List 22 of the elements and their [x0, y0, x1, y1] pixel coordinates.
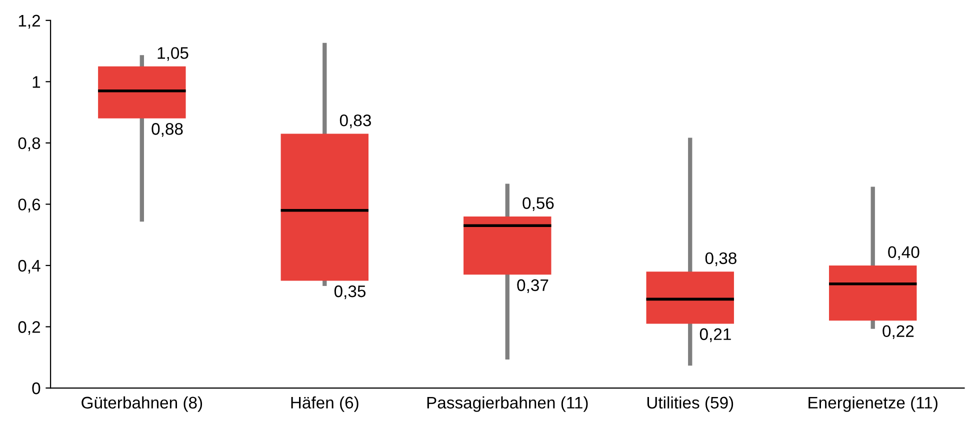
annotation: 0,56 — [522, 197, 554, 211]
x-tick-label: Passagierbahnen (11) — [427, 396, 588, 412]
y-tick-label: 0,6 — [18, 198, 40, 212]
y-tick-label: 1 — [32, 76, 40, 88]
annotation: 0,38 — [705, 252, 736, 266]
y-tick-label: 0,2 — [18, 321, 40, 335]
y-tick-label: 1,2 — [18, 14, 40, 29]
annotation: 0,22 — [882, 325, 914, 340]
x-tick-label: Häfen (6) — [291, 396, 358, 412]
annotation: 0,88 — [152, 123, 183, 137]
annotation: 0,35 — [334, 285, 366, 300]
y-tick-label: 0 — [32, 382, 40, 394]
annotation: 0,40 — [888, 246, 920, 260]
annotation: 1,05 — [158, 47, 188, 61]
x-tick-label: Energienetze (11) — [808, 396, 938, 412]
annotation: 0,37 — [517, 279, 548, 294]
x-tick-label: Utilities (59) — [647, 396, 734, 412]
x-tick-label: Güterbahnen (8) — [82, 396, 202, 412]
annotation: 0,21 — [700, 328, 731, 342]
y-tick-label: 0,4 — [18, 260, 40, 274]
y-tick-label: 0,8 — [18, 137, 40, 152]
annotation: 0,83 — [340, 114, 371, 128]
